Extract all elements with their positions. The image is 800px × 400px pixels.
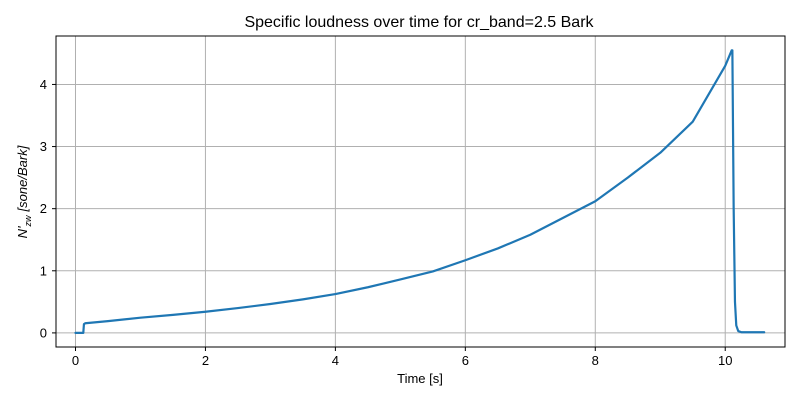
y-axis-ticks: 0 1 2 3 4 bbox=[40, 77, 56, 340]
x-tick-label: 10 bbox=[718, 353, 732, 368]
x-axis-ticks: 0 2 4 6 8 10 bbox=[72, 347, 732, 368]
chart-title: Specific loudness over time for cr_band=… bbox=[244, 14, 594, 31]
y-axis-label: N'zw [sone/Bark] bbox=[15, 145, 33, 238]
y-tick-label: 3 bbox=[40, 139, 47, 154]
x-tick-label: 6 bbox=[462, 353, 469, 368]
y-tick-label: 2 bbox=[40, 201, 47, 216]
y-tick-label: 4 bbox=[40, 77, 47, 92]
x-tick-label: 8 bbox=[592, 353, 599, 368]
x-tick-label: 4 bbox=[332, 353, 339, 368]
plot-frame bbox=[55, 35, 786, 348]
y-axis-label-subscript: zw bbox=[23, 215, 33, 228]
y-axis-label-main: N' bbox=[15, 226, 30, 238]
x-tick-label: 0 bbox=[72, 353, 79, 368]
y-tick-label: 1 bbox=[40, 263, 47, 278]
series-layer bbox=[74, 49, 766, 334]
y-tick-label: 0 bbox=[40, 325, 47, 340]
y-axis-label-unit: [sone/Bark] bbox=[15, 145, 30, 212]
series-line bbox=[74, 49, 766, 334]
x-tick-label: 2 bbox=[202, 353, 209, 368]
grid-lines bbox=[56, 36, 785, 347]
x-axis-label: Time [s] bbox=[397, 371, 443, 386]
